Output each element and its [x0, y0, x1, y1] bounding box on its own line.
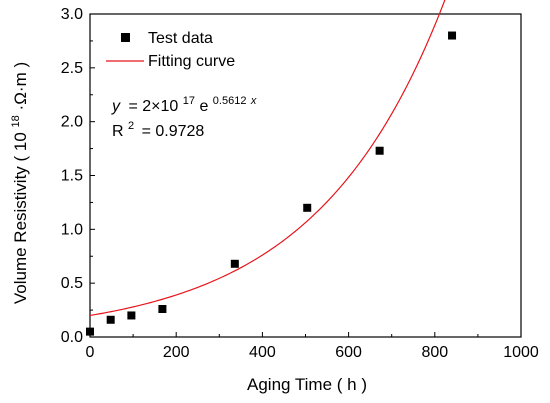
x-tick-label: 600 [335, 344, 362, 361]
y-tick-label: 2.5 [61, 60, 83, 77]
data-point [230, 259, 239, 268]
x-tick-label: 400 [249, 344, 276, 361]
test-data-points [86, 31, 457, 336]
y-tick-label: 1.0 [61, 221, 83, 238]
y-axis-label-unit: ·Ω·m ) [11, 62, 30, 111]
legend-label-test-data: Test data [148, 30, 213, 47]
x-tick-label: 1000 [503, 344, 539, 361]
equation-y-variable: y [111, 98, 121, 115]
x-tick-label: 200 [163, 344, 190, 361]
equation-rate: 0.5612 [213, 95, 247, 107]
y-tick-label: 0.0 [61, 329, 83, 346]
legend: Test data Fitting curve [106, 30, 235, 70]
legend-marker-test-data [121, 33, 130, 42]
data-point [303, 203, 312, 212]
r-squared: R 2 = 0.9728 [112, 116, 204, 140]
r-squared-label: R [112, 123, 124, 140]
y-axis-label: Volume Resistivity ( 10 18 ·Ω·m ) [4, 62, 30, 304]
equation-x-variable: x [250, 95, 257, 107]
x-tick-label: 0 [86, 344, 95, 361]
data-point [375, 146, 384, 155]
y-axis-label-exponent: 18 [10, 115, 22, 127]
y-tick-label: 2.0 [61, 114, 83, 131]
y-axis-label-main: Volume Resistivity ( 10 [11, 132, 30, 304]
legend-label-fitting-curve: Fitting curve [148, 53, 235, 70]
x-axis-ticks: 0 200 400 600 800 1000 [86, 332, 539, 361]
equation-exponent-17: 17 [183, 95, 195, 107]
equation-e: e [199, 98, 208, 115]
fitting-curve [89, 0, 446, 317]
data-point [86, 327, 94, 336]
equation-coefficient: = 2×10 [128, 98, 178, 115]
y-tick-label: 0.5 [61, 275, 83, 292]
x-axis-label: Aging Time ( h ) [247, 375, 367, 394]
x-tick-label: 800 [421, 344, 448, 361]
y-tick-label: 3.0 [61, 6, 83, 23]
data-point [127, 311, 136, 320]
r-squared-value: = 0.9728 [142, 123, 205, 140]
data-point [158, 305, 167, 314]
fit-equation: y = 2×10 17 e 0.5612 x [111, 91, 257, 115]
data-point [448, 31, 457, 40]
r-squared-exponent: 2 [128, 120, 134, 132]
data-point [106, 315, 115, 324]
y-tick-label: 1.5 [61, 168, 83, 185]
y-axis-ticks: 0.0 0.5 1.0 1.5 2.0 2.5 3.0 [61, 6, 95, 346]
